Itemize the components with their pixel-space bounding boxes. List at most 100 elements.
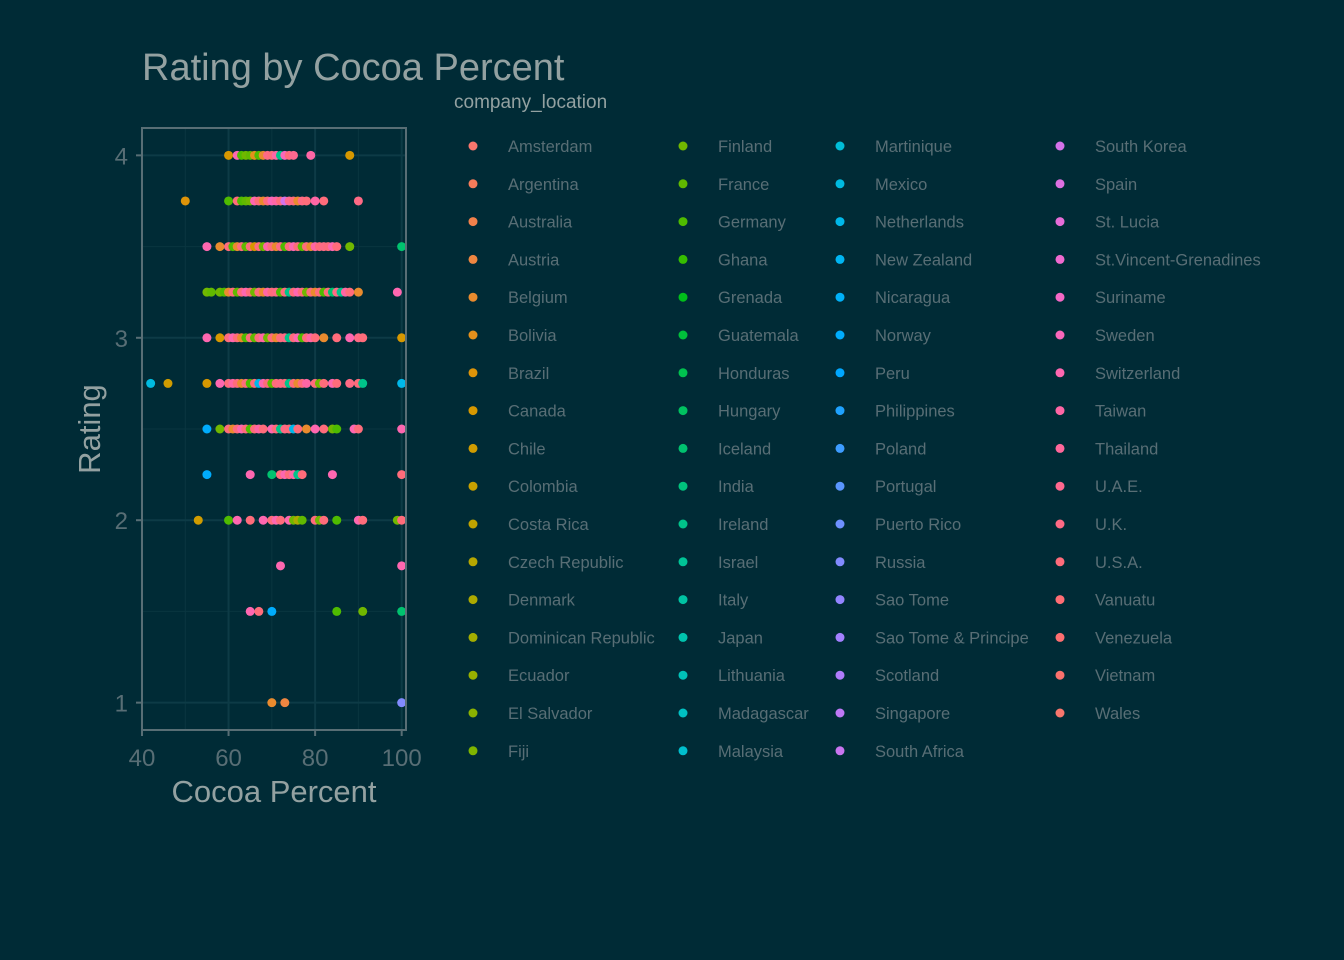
data-point bbox=[345, 242, 355, 252]
legend-key bbox=[678, 292, 688, 302]
legend-label: Malaysia bbox=[718, 743, 784, 761]
legend-label: Suriname bbox=[1095, 289, 1166, 307]
data-point bbox=[245, 515, 255, 525]
data-point bbox=[397, 333, 407, 343]
legend-key bbox=[835, 179, 845, 189]
legend-item: Scotland bbox=[835, 667, 939, 685]
legend-item: Denmark bbox=[468, 592, 576, 610]
data-point bbox=[258, 424, 268, 434]
legend-key bbox=[678, 632, 688, 642]
data-point bbox=[254, 606, 264, 616]
legend-key bbox=[468, 443, 478, 453]
legend-item: Belgium bbox=[468, 289, 568, 307]
data-point bbox=[301, 378, 311, 388]
data-point bbox=[397, 378, 407, 388]
legend-key bbox=[835, 670, 845, 680]
data-point bbox=[345, 333, 355, 343]
legend-key bbox=[678, 708, 688, 718]
legend-label: Peru bbox=[875, 365, 910, 383]
legend-item: Spain bbox=[1055, 176, 1137, 194]
legend-key bbox=[468, 746, 478, 756]
legend-key bbox=[835, 292, 845, 302]
legend-label: St.Vincent-Grenadines bbox=[1095, 251, 1261, 269]
data-point bbox=[397, 698, 407, 708]
data-point bbox=[224, 196, 234, 206]
legend-key bbox=[835, 557, 845, 567]
legend-label: Portugal bbox=[875, 478, 936, 496]
data-point bbox=[310, 196, 320, 206]
legend-item: Vanuatu bbox=[1055, 592, 1155, 610]
legend-key bbox=[835, 368, 845, 378]
legend-key bbox=[1055, 595, 1065, 605]
legend-label: Singapore bbox=[875, 705, 950, 723]
legend-key bbox=[1055, 670, 1065, 680]
legend-key bbox=[1055, 141, 1065, 151]
data-point bbox=[232, 515, 242, 525]
data-point bbox=[397, 242, 407, 252]
legend-item: Czech Republic bbox=[468, 554, 624, 572]
data-point bbox=[180, 196, 190, 206]
data-point bbox=[245, 470, 255, 480]
data-point bbox=[297, 470, 307, 480]
legend-key bbox=[1055, 519, 1065, 529]
legend-item: Nicaragua bbox=[835, 289, 951, 307]
legend-title: company_location bbox=[454, 92, 607, 113]
legend-key bbox=[678, 368, 688, 378]
legend-item: France bbox=[678, 176, 769, 194]
legend-key bbox=[1055, 443, 1065, 453]
legend-key bbox=[1055, 406, 1065, 416]
data-point bbox=[224, 515, 234, 525]
legend-label: Thailand bbox=[1095, 440, 1158, 458]
legend-item: Ireland bbox=[678, 516, 768, 534]
legend-key bbox=[678, 557, 688, 567]
legend-key bbox=[1055, 632, 1065, 642]
data-point bbox=[288, 150, 298, 160]
legend-label: Dominican Republic bbox=[508, 629, 655, 647]
legend-label: Lithuania bbox=[718, 667, 786, 685]
legend-item: Portugal bbox=[835, 478, 936, 496]
legend-key bbox=[1055, 292, 1065, 302]
legend-item: South Africa bbox=[835, 743, 965, 761]
legend-item: Iceland bbox=[678, 440, 771, 458]
legend-label: Sao Tome & Principe bbox=[875, 629, 1029, 647]
legend-item: Honduras bbox=[678, 365, 790, 383]
data-point bbox=[267, 698, 277, 708]
legend-key bbox=[678, 443, 688, 453]
legend-label: Colombia bbox=[508, 478, 579, 496]
legend-item: Hungary bbox=[678, 403, 781, 421]
legend-label: Netherlands bbox=[875, 214, 964, 232]
legend-item: Bolivia bbox=[468, 327, 557, 345]
legend-item: Poland bbox=[835, 440, 926, 458]
x-axis-title: Cocoa Percent bbox=[171, 774, 376, 809]
data-point bbox=[202, 333, 212, 343]
data-point bbox=[215, 424, 225, 434]
legend-label: Russia bbox=[875, 554, 926, 572]
data-point bbox=[332, 424, 342, 434]
data-point bbox=[215, 242, 225, 252]
legend-item: U.K. bbox=[1055, 516, 1127, 534]
legend-key bbox=[1055, 481, 1065, 491]
legend-item: Russia bbox=[835, 554, 926, 572]
y-tick-label: 3 bbox=[115, 326, 128, 353]
legend-label: Mexico bbox=[875, 176, 927, 194]
legend-label: St. Lucia bbox=[1095, 214, 1160, 232]
data-point bbox=[267, 470, 277, 480]
legend-label: Martinique bbox=[875, 138, 952, 156]
legend-item: Finland bbox=[678, 138, 772, 156]
legend-item: Italy bbox=[678, 592, 749, 610]
x-tick-label: 60 bbox=[215, 745, 242, 772]
data-point bbox=[319, 515, 329, 525]
legend-label: U.K. bbox=[1095, 516, 1127, 534]
legend-label: Wales bbox=[1095, 705, 1140, 723]
legend-label: Vanuatu bbox=[1095, 592, 1155, 610]
legend-label: Poland bbox=[875, 440, 926, 458]
legend-key bbox=[835, 141, 845, 151]
legend-key bbox=[678, 217, 688, 227]
data-point bbox=[258, 515, 268, 525]
legend-key bbox=[678, 330, 688, 340]
legend-item: St.Vincent-Grenadines bbox=[1055, 251, 1261, 269]
legend-key bbox=[678, 481, 688, 491]
legend-label: Grenada bbox=[718, 289, 783, 307]
legend-key bbox=[468, 406, 478, 416]
